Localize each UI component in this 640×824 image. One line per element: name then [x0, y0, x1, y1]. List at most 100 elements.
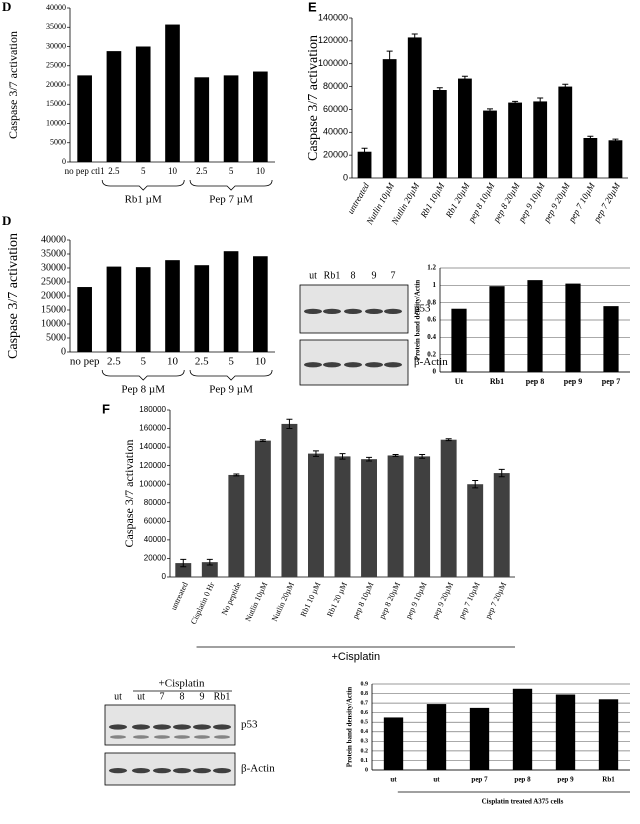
y-tick-label: 25000 — [46, 61, 66, 70]
y-tick-label: 180000 — [139, 405, 166, 414]
y-tick-label: 20000 — [41, 290, 66, 301]
bar — [608, 140, 623, 178]
y-axis-label: Caspase 3/7 activation — [6, 31, 20, 139]
error-bar — [587, 135, 594, 141]
bar — [407, 37, 422, 178]
y-tick-label: 40000 — [46, 3, 66, 12]
x-tick-label: Rb1 — [602, 776, 615, 784]
error-bar — [361, 147, 368, 156]
y-tick-label: 100000 — [318, 58, 348, 68]
bar — [533, 101, 548, 178]
x-tick-label: pep 8 10µM — [351, 581, 376, 620]
error-bar — [487, 108, 493, 113]
band — [193, 768, 211, 774]
x-tick-label: 5 — [229, 166, 234, 176]
band — [110, 735, 126, 739]
y-tick-label: 25000 — [41, 276, 66, 287]
y-tick-label: 0.7 — [361, 700, 369, 706]
lane-label: 9 — [372, 270, 377, 281]
bar — [508, 102, 522, 178]
y-tick-label: 0 — [343, 172, 348, 182]
y-tick-label: 0.2 — [427, 350, 436, 358]
y-axis-label: Protein band density/Actin — [414, 280, 422, 360]
band — [133, 735, 149, 739]
y-tick-label: 120000 — [139, 461, 166, 470]
y-tick-label: 20000 — [323, 150, 348, 160]
lane-label: ut — [114, 691, 122, 702]
x-tick-label: ut — [433, 776, 440, 784]
bar — [194, 77, 210, 162]
x-tick-label: untreated — [345, 181, 371, 216]
chart-panel: D 0 5000 10000 15000 20000 25000 30000 35000 4000… — [2, 213, 275, 396]
bar — [467, 484, 484, 577]
x-tick-label: pep 7 — [602, 377, 620, 386]
x-tick-label: 10 — [167, 356, 179, 368]
y-tick-label: 1 — [433, 281, 437, 289]
y-tick-label: 0.5 — [361, 720, 369, 726]
bar — [426, 704, 447, 770]
x-tick-label: Cisplatin 0 Hr — [189, 581, 216, 626]
bar — [228, 474, 245, 577]
band — [304, 362, 322, 368]
error-bar — [386, 50, 393, 68]
error-bar — [259, 439, 266, 443]
y-tick-label: 160000 — [139, 424, 166, 433]
lane-label: Rb1 — [324, 270, 341, 281]
row-label: p53 — [241, 719, 258, 731]
band — [154, 735, 170, 739]
bar — [458, 78, 472, 178]
band — [365, 362, 383, 368]
error-bar — [461, 75, 468, 82]
y-tick-label: 140000 — [318, 12, 348, 22]
y-tick-label: 15000 — [41, 304, 66, 315]
y-tick-label: 40000 — [144, 535, 167, 544]
x-tick-label: pep 7 10µM — [457, 581, 482, 620]
bar — [483, 110, 497, 178]
y-tick-label: 5000 — [46, 332, 66, 343]
bar — [77, 75, 92, 162]
y-tick-label: 0 — [162, 572, 167, 581]
bar — [165, 24, 180, 163]
x-tick-label: 2.5 — [107, 356, 121, 368]
chart-panel: D 0 5000 10000 15000 20000 25000 30000 35000 4000… — [2, 0, 275, 206]
y-tick-label: 0.6 — [361, 710, 369, 716]
group-label: Rb1 µM — [125, 194, 162, 206]
y-tick-label: 40000 — [323, 127, 348, 137]
bar — [77, 287, 92, 352]
y-tick-label: 0.9 — [361, 681, 369, 687]
error-bar — [286, 418, 293, 430]
bar — [382, 59, 397, 179]
chart-panel: E 0 20000 40000 60000 80000 100000 120000 140000… — [306, 0, 628, 227]
band — [194, 735, 210, 739]
band — [109, 768, 127, 774]
y-tick-label: 30000 — [46, 41, 66, 50]
x-tick-label: pep 7 20µM — [483, 581, 508, 620]
x-tick-label: Rb1 10 µM — [299, 581, 323, 618]
band — [132, 768, 150, 774]
panel-label: D — [2, 213, 11, 228]
error-bar — [436, 87, 443, 93]
x-tick-label: ut — [390, 776, 397, 784]
x-tick-label: no pep ctl1 — [65, 166, 105, 176]
group-brace — [101, 369, 185, 381]
bar — [253, 256, 268, 352]
group-label: +Cisplatin — [331, 651, 380, 663]
y-tick-label: 80000 — [144, 498, 167, 507]
x-tick-label: no pep — [70, 356, 100, 368]
group-label: Pep 9 µM — [209, 384, 253, 396]
bar — [165, 260, 180, 352]
lane-label: 8 — [351, 270, 356, 281]
chart-panel: 0 0.2 0.4 0.6 0.8 1 1.2 Protein band density/Ac… — [414, 264, 630, 386]
error-bar — [339, 453, 346, 460]
bar — [361, 459, 377, 577]
y-tick-label: 60000 — [323, 104, 348, 114]
lane-label: Rb1 — [214, 691, 231, 702]
band — [132, 724, 150, 730]
x-tick-label: pep 7 — [471, 776, 488, 784]
blot-panel — [104, 752, 236, 786]
y-axis-label: Caspase 3/7 activation — [122, 440, 136, 548]
band — [214, 735, 230, 739]
group-brace — [189, 369, 273, 381]
y-tick-label: 100000 — [139, 479, 166, 488]
lane-label: 7 — [160, 691, 165, 702]
